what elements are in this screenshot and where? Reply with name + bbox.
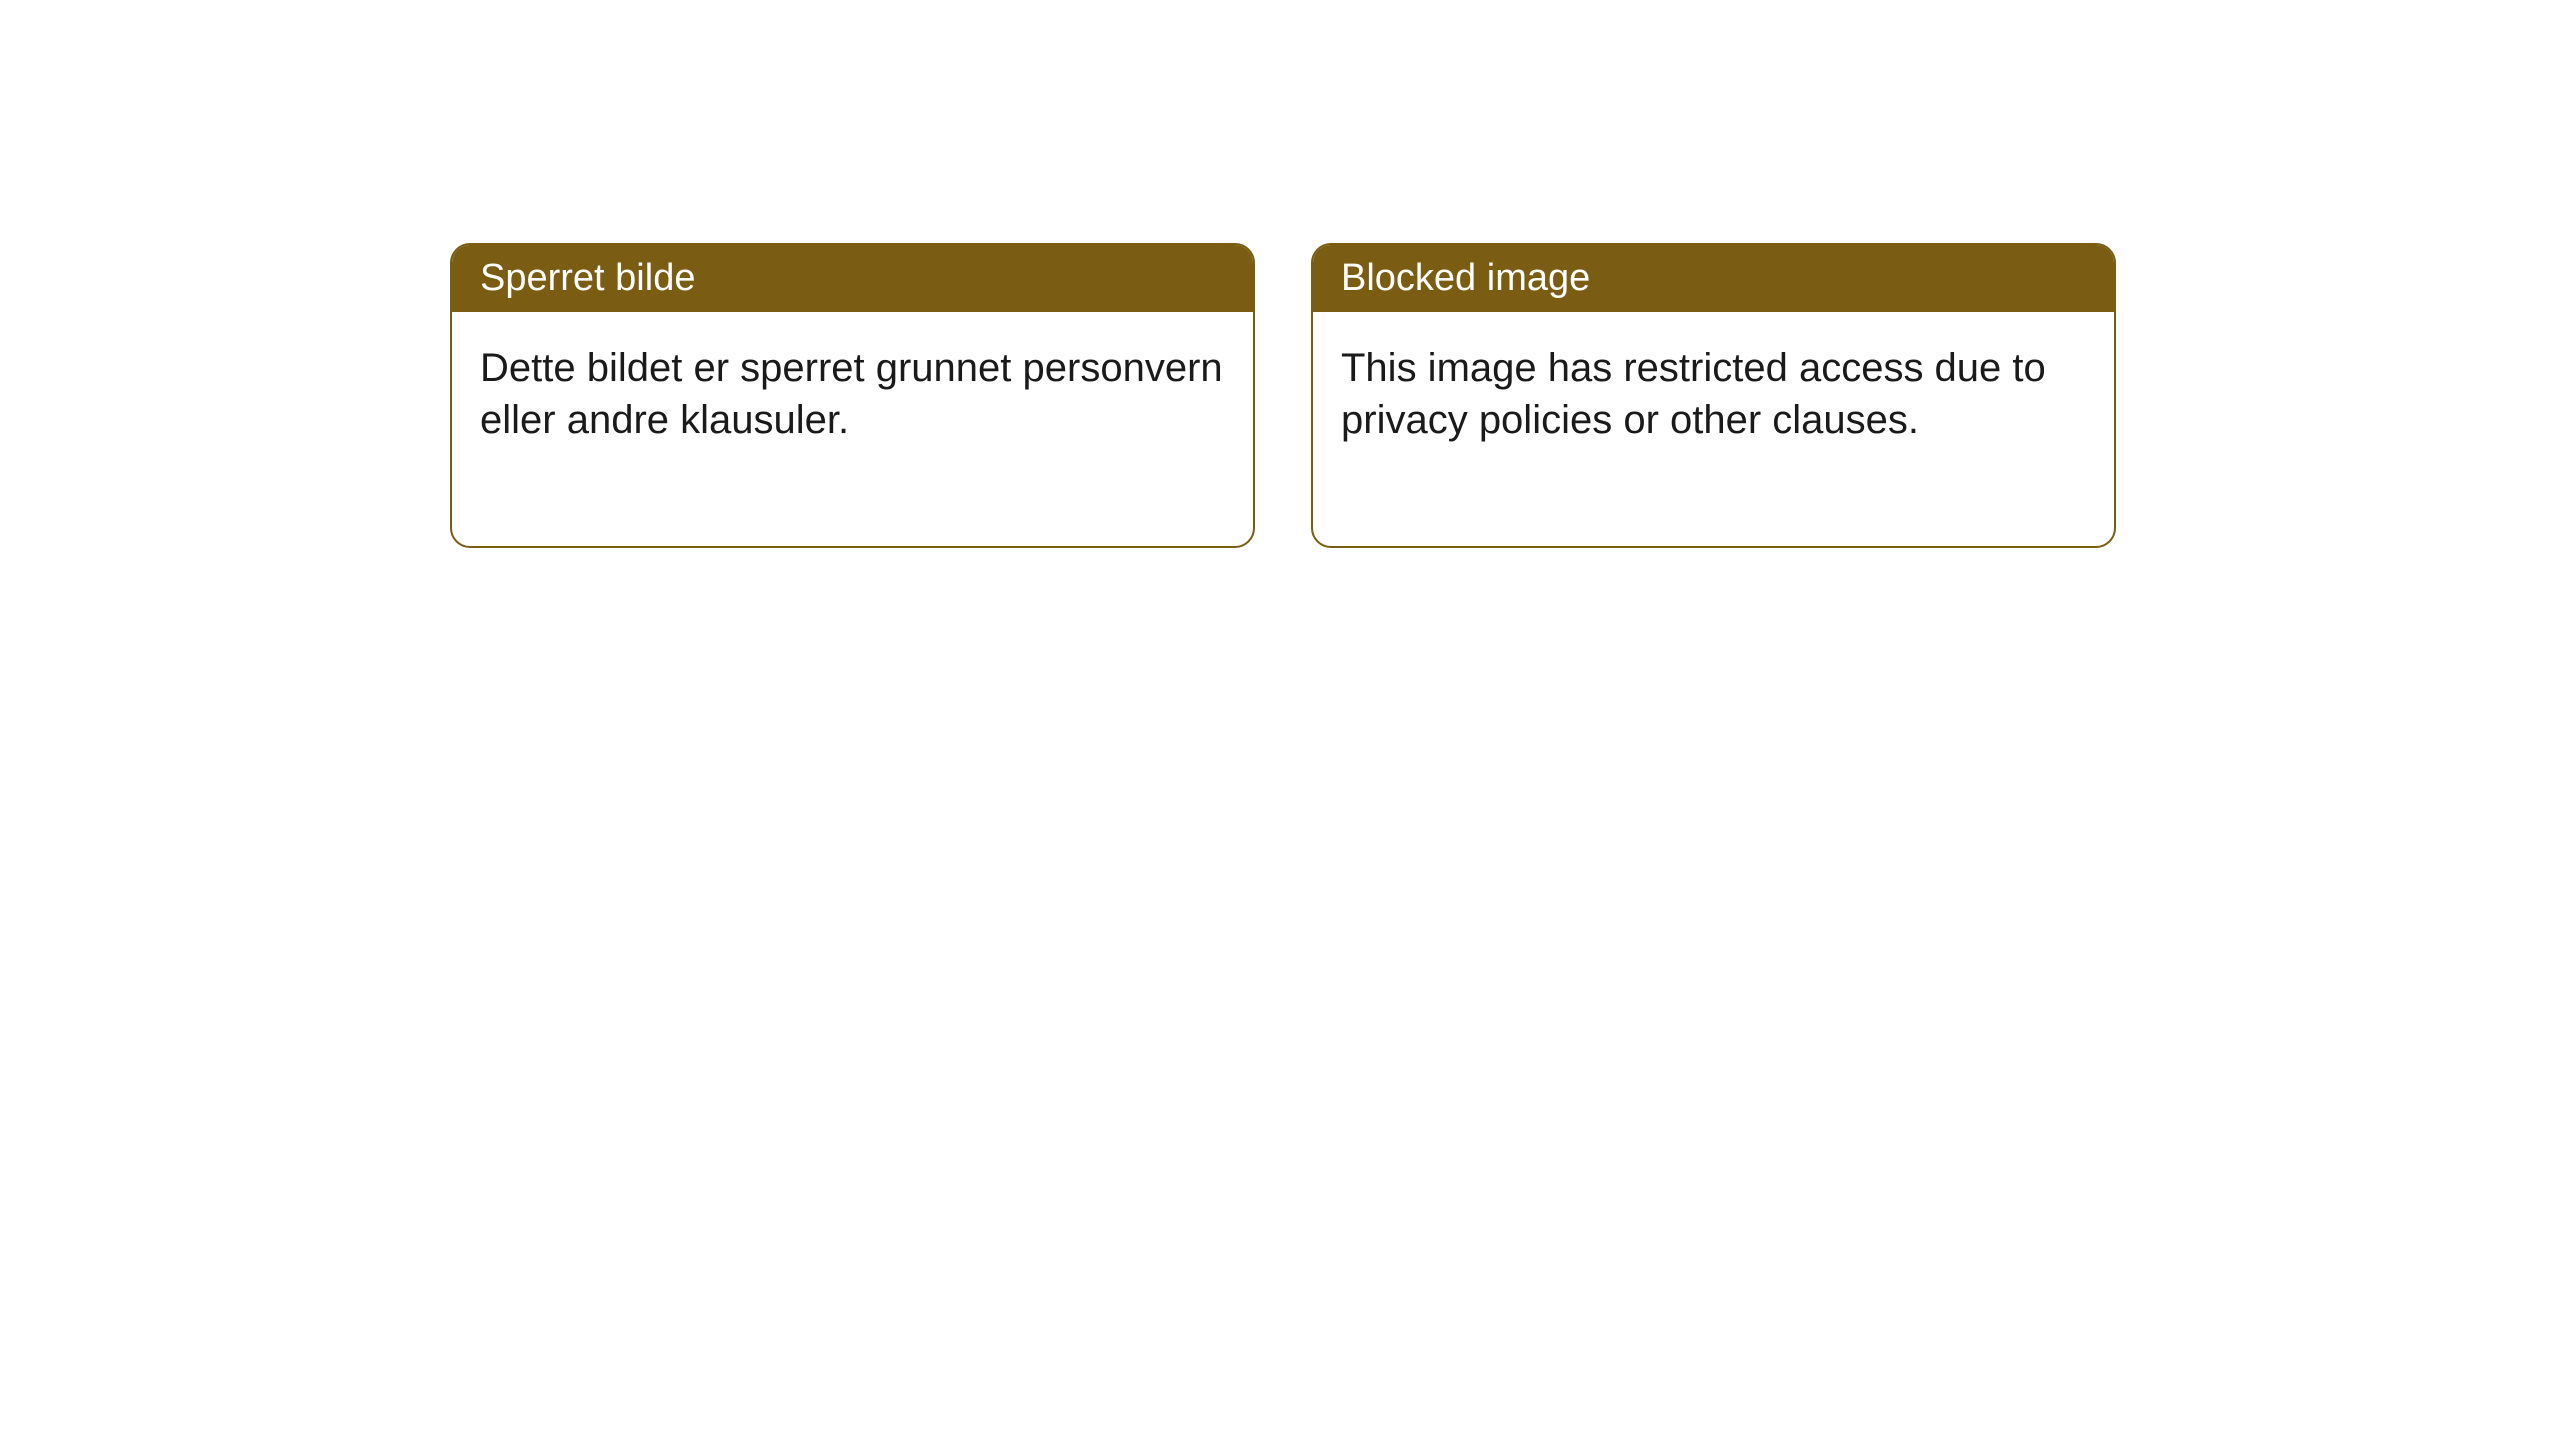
card-body-text: This image has restricted access due to … <box>1341 346 2046 442</box>
card-body: This image has restricted access due to … <box>1313 312 2114 546</box>
notice-card-english: Blocked image This image has restricted … <box>1311 243 2116 548</box>
card-body-text: Dette bildet er sperret grunnet personve… <box>480 346 1223 442</box>
notice-cards-container: Sperret bilde Dette bildet er sperret gr… <box>450 243 2116 548</box>
card-title: Blocked image <box>1341 257 1590 299</box>
card-header: Blocked image <box>1313 245 2114 312</box>
card-header: Sperret bilde <box>452 245 1253 312</box>
card-body: Dette bildet er sperret grunnet personve… <box>452 312 1253 546</box>
notice-card-norwegian: Sperret bilde Dette bildet er sperret gr… <box>450 243 1255 548</box>
card-title: Sperret bilde <box>480 257 695 299</box>
